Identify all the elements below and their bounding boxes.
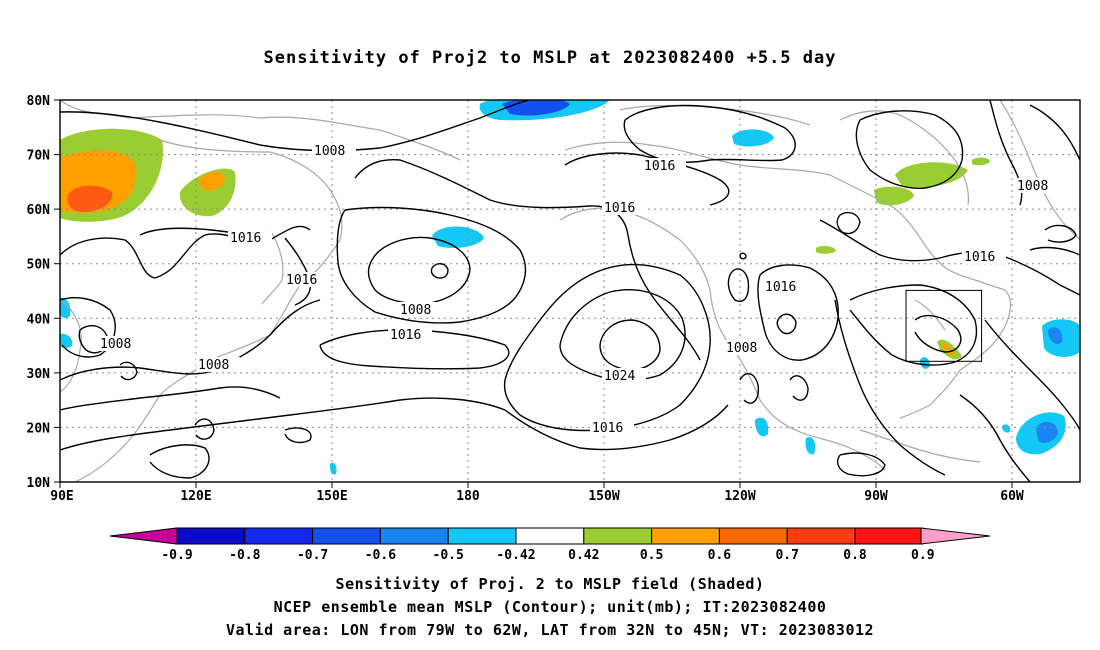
map-title: Sensitivity of Proj2 to MSLP at 20230824…: [263, 48, 837, 68]
shade-negative-westasia2: [60, 333, 73, 349]
colorbar-box: [583, 527, 653, 545]
shade-positive-valid-orange: [941, 343, 956, 356]
contour-label: 1008: [100, 337, 131, 352]
colorbar: -0.9 -0.8 -0.7 -0.6 -0.5 -0.42 0.42 0.5 0.6 0.7 0.…: [109, 527, 991, 563]
contour-label: 1016: [964, 250, 995, 265]
contour-label: 1024: [604, 369, 635, 384]
shade-negative-atlantic-small: [1002, 424, 1011, 433]
lon-label: 180: [456, 489, 480, 504]
contour-label: 1008: [314, 144, 345, 159]
mslp-contours: [60, 100, 1080, 482]
shade-positive-greenland: [895, 162, 968, 188]
lat-label: 10N: [27, 476, 51, 491]
lon-label: 90W: [864, 489, 888, 504]
lon-label: 150W: [588, 489, 619, 504]
lat-label: 40N: [27, 312, 51, 327]
shade-negative-valid: [920, 357, 930, 369]
colorbar-label: -0.9: [161, 548, 192, 563]
colorbar-label: 0.6: [708, 548, 732, 563]
longitude-labels: 90E 120E 150E 180 150W 120W 90W 60W: [50, 489, 1024, 504]
contour-label: 1016: [230, 231, 261, 246]
lon-label: 120E: [180, 489, 211, 504]
tick-marks: [54, 99, 1013, 488]
contour-label: 1016: [765, 280, 796, 295]
colorbar-box: [854, 527, 924, 545]
map-frame: [59, 99, 1081, 483]
colorbar-label: 0.42: [568, 548, 599, 563]
caption-shaded: Sensitivity of Proj. 2 to MSLP field (Sh…: [335, 575, 765, 593]
shade-negative-mexico2: [805, 436, 816, 455]
contour-label: 1016: [390, 328, 421, 343]
contour-label: 1008: [198, 358, 229, 373]
colorbar-labels: -0.9 -0.8 -0.7 -0.6 -0.5 -0.42 0.42 0.5 0.6 0.7 0.…: [161, 548, 934, 563]
lat-label: 80N: [27, 94, 51, 109]
colorbar-label: 0.9: [911, 548, 934, 563]
colorbar-label: -0.7: [297, 548, 328, 563]
caption-valid-area: Valid area: LON from 79W to 62W, LAT fro…: [225, 621, 875, 639]
contour-label: 1016: [592, 421, 623, 436]
colorbar-box: [718, 527, 788, 545]
colorbar-box: [176, 527, 246, 545]
contour-label: 1016: [604, 201, 635, 216]
lon-label: 90E: [50, 489, 73, 504]
contour-label: 1016: [286, 273, 317, 288]
lat-label: 20N: [27, 421, 51, 436]
shade-negative-atlantic-south-core: [1036, 421, 1058, 443]
colorbar-label: -0.6: [365, 548, 396, 563]
shade-negative-atlantic-core: [1048, 327, 1063, 345]
colorbar-box: [244, 527, 314, 545]
contour-label: 1016: [644, 159, 675, 174]
lat-label: 30N: [27, 367, 51, 382]
colorbar-right-arrow: [920, 527, 991, 545]
shade-negative-mexico: [755, 417, 769, 437]
shade-negative-westasia: [60, 297, 71, 319]
colorbar-box: [651, 527, 720, 545]
colorbar-label: 0.7: [775, 548, 798, 563]
lon-label: 120W: [724, 489, 755, 504]
colorbar-box: [786, 527, 856, 545]
caption-contour: NCEP ensemble mean MSLP (Contour); unit(…: [273, 598, 827, 616]
colorbar-label: -0.42: [496, 548, 535, 563]
contour-label: 1008: [1017, 179, 1048, 194]
lon-label: 150E: [316, 489, 347, 504]
contour-labels: 1008 1016 1008 1016 1016 1016 1008 1016 …: [98, 143, 1059, 436]
colorbar-box: [515, 527, 585, 545]
lat-label: 60N: [27, 203, 51, 218]
valid-area-box: [905, 289, 983, 362]
shade-positive-hudson: [874, 186, 914, 206]
colorbar-box: [447, 527, 517, 545]
colorbar-label: -0.8: [229, 548, 260, 563]
shade-positive-asia-red: [67, 185, 113, 213]
contour-label: 1008: [400, 303, 431, 318]
colorbar-left-arrow: [109, 527, 178, 545]
colorbar-label: 0.5: [640, 548, 663, 563]
shaded-sensitivity: [60, 100, 1080, 475]
colorbar-label: 0.8: [843, 548, 867, 563]
contour-label: 1008: [726, 341, 757, 356]
colorbar-box: [379, 527, 449, 545]
colorbar-box: [312, 527, 381, 545]
lat-label: 70N: [27, 149, 51, 164]
shade-negative-arctic-east: [732, 129, 774, 147]
shade-negative-pacific: [432, 226, 484, 248]
lat-label: 50N: [27, 258, 51, 273]
shade-negative-pacific-small: [329, 462, 337, 475]
shade-positive-asia-small-orange: [198, 171, 225, 191]
latitude-labels: 80N 70N 60N 50N 40N 30N 20N 10N: [27, 94, 51, 491]
lon-label: 60W: [1000, 489, 1024, 504]
colorbar-label: -0.5: [433, 548, 464, 563]
shade-positive-small: [972, 157, 990, 166]
shade-positive-small2: [816, 245, 836, 254]
graticule: [60, 100, 1080, 482]
colorbar-boxes: [176, 527, 924, 545]
